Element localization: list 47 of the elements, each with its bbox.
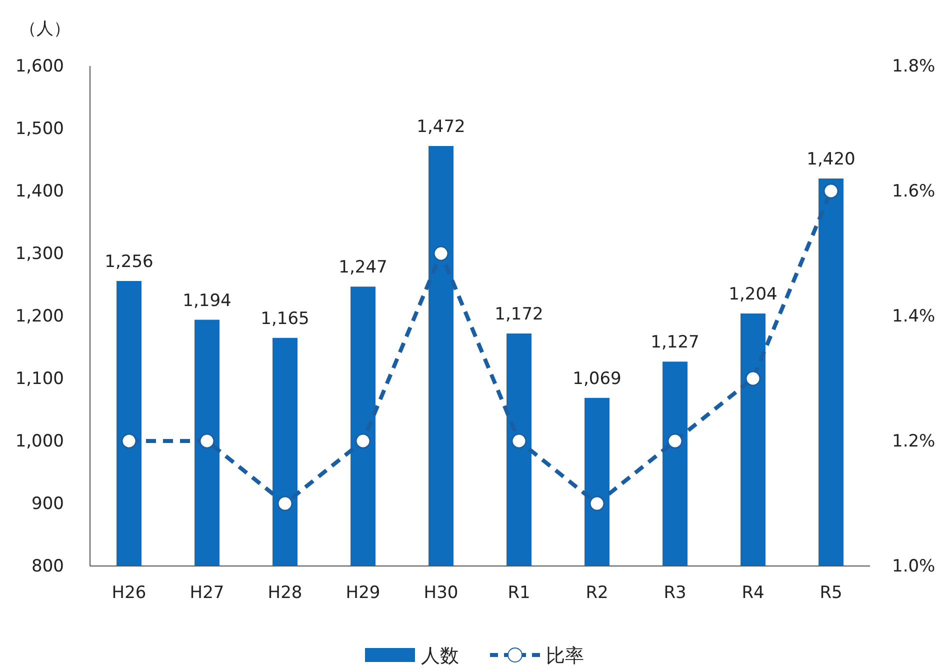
legend-label: 比率 [546, 645, 584, 667]
data-label: 1,256 [104, 252, 154, 272]
point [823, 183, 839, 199]
y-tick-label: 1,200 [15, 306, 64, 326]
x-tick-label: R5 [820, 583, 842, 604]
data-label: 1,165 [260, 308, 310, 329]
x-tick-label: R4 [742, 583, 764, 604]
x-tick-label: H26 [112, 583, 146, 604]
y-tick-label: 1,600 [15, 56, 64, 76]
x-tick-label: H27 [190, 583, 224, 604]
data-label: 1,472 [416, 117, 466, 137]
y-tick-label: 900 [32, 494, 64, 514]
data-label: 1,420 [806, 150, 856, 170]
point [121, 433, 137, 449]
point [433, 246, 449, 262]
point [589, 496, 605, 512]
x-tick-label: R1 [508, 583, 530, 604]
point [199, 433, 215, 449]
data-label: 1,194 [182, 290, 232, 311]
point [745, 370, 761, 386]
point [355, 433, 371, 449]
point [277, 496, 293, 512]
y-tick-label: 800 [32, 556, 64, 576]
x-tick-label: R3 [664, 583, 686, 604]
x-tick-label: H30 [424, 583, 458, 604]
data-label: 1,172 [494, 304, 544, 324]
y2-tick-label: 1.0% [892, 556, 936, 576]
data-label: 1,204 [728, 284, 778, 304]
x-tick-label: R2 [586, 583, 608, 604]
data-label: 1,247 [338, 258, 388, 278]
y-tick-label: 1,400 [15, 181, 64, 202]
y2-tick-label: 1.2% [892, 431, 936, 452]
y-tick-label: 1,100 [15, 368, 64, 389]
y-axis-title: （人） [20, 19, 70, 39]
y-tick-label: 1,300 [15, 244, 64, 264]
legend-label: 人数 [421, 645, 459, 667]
point [667, 433, 683, 449]
x-tick-label: H29 [346, 583, 380, 604]
x-tick-label: H28 [268, 583, 302, 604]
data-label: 1,069 [572, 368, 622, 389]
y2-tick-label: 1.4% [892, 306, 936, 326]
y2-tick-label: 1.8% [892, 56, 936, 76]
y-tick-label: 1,500 [15, 118, 64, 139]
point [511, 433, 527, 449]
data-label: 1,127 [650, 332, 700, 353]
y2-tick-label: 1.6% [892, 181, 936, 202]
y-tick-label: 1,000 [15, 431, 64, 452]
